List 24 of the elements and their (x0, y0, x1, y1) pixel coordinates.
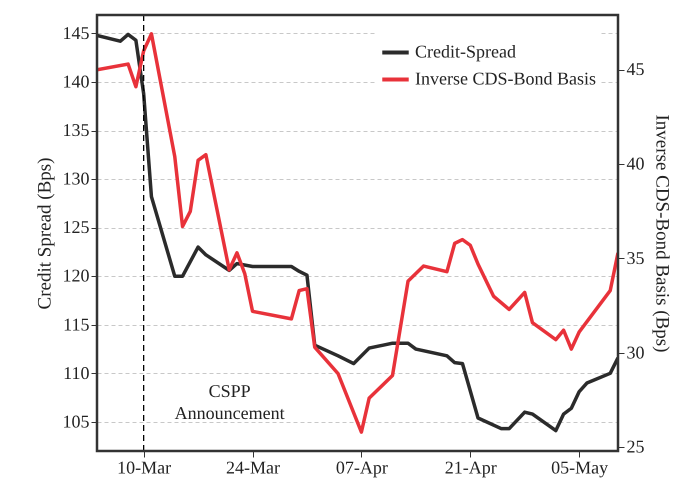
y2-tick-label: 30 (626, 342, 644, 362)
y2-tick-label: 35 (626, 248, 644, 268)
y-tick-label: 115 (63, 314, 90, 334)
y2-tick-label: 40 (626, 154, 644, 174)
x-tick-label: 05-May (551, 458, 608, 478)
y-tick-label: 135 (62, 120, 90, 140)
legend-label: Credit-Spread (415, 42, 516, 62)
y-tick-label: 125 (62, 217, 90, 238)
y2-tick-label: 25 (626, 436, 644, 457)
y2-axis-title: Inverse CDS-Bond Basis (Bps) (652, 114, 672, 353)
y-axis-title: Credit Spread (Bps) (34, 158, 56, 310)
x-tick-label: 24-Mar (226, 458, 280, 478)
legend-label: Inverse CDS-Bond Basis (415, 68, 596, 88)
y2-tick-label: 45 (626, 59, 644, 80)
y-tick-label: 110 (63, 362, 90, 383)
x-tick-label: 07-Apr (336, 458, 388, 478)
ref-line-label: CSPP Announcement (174, 381, 285, 423)
x-tick-label: 21-Apr (444, 458, 497, 478)
x-tick-label: 10-Mar (117, 458, 172, 478)
y-tick-label: 145 (62, 22, 90, 43)
y-tick-label: 140 (62, 72, 90, 92)
y-tick-label: 120 (62, 266, 90, 286)
y-tick-label: 105 (62, 411, 90, 432)
y-tick-label: 130 (62, 168, 90, 189)
